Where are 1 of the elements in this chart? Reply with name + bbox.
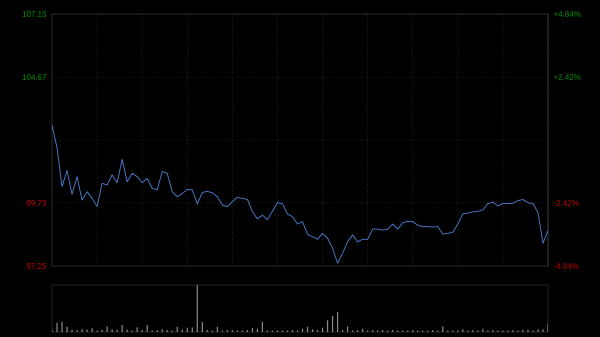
line-series bbox=[52, 124, 548, 264]
